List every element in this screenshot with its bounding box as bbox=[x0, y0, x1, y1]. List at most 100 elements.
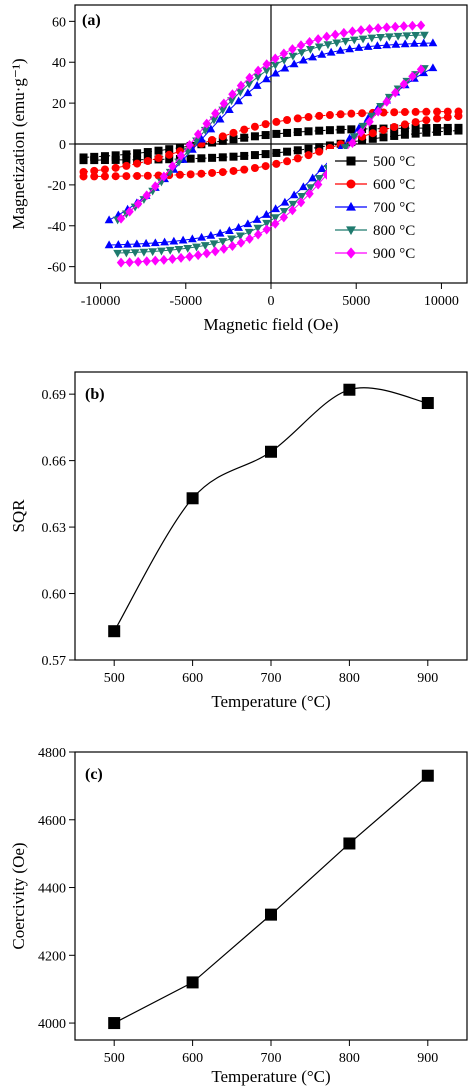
data-point-marker bbox=[113, 249, 123, 258]
data-point-marker bbox=[261, 150, 270, 159]
data-point-marker bbox=[399, 21, 409, 32]
data-point-marker bbox=[421, 769, 434, 782]
data-point-marker bbox=[400, 130, 409, 139]
data-point-marker bbox=[236, 80, 246, 91]
data-point-marker bbox=[229, 135, 238, 144]
data-point-marker bbox=[235, 88, 245, 97]
data-point-marker bbox=[104, 215, 114, 224]
data-point-marker bbox=[133, 171, 142, 180]
data-point-marker bbox=[343, 383, 356, 396]
data-point-marker bbox=[186, 492, 199, 505]
data-point-marker bbox=[111, 155, 120, 164]
y-tick-label: 0.66 bbox=[42, 455, 67, 470]
data-point-marker bbox=[305, 188, 314, 199]
y-tick-label: -40 bbox=[47, 220, 66, 235]
data-point-marker bbox=[411, 32, 421, 40]
data-point-marker bbox=[143, 148, 152, 157]
data-point-marker bbox=[315, 143, 324, 152]
data-point-marker bbox=[379, 125, 388, 134]
data-point-marker bbox=[113, 240, 123, 248]
data-point-marker bbox=[142, 190, 151, 201]
data-point-marker bbox=[229, 128, 238, 137]
data-point-marker bbox=[160, 237, 169, 246]
data-point-marker bbox=[90, 166, 99, 175]
data-point-marker bbox=[376, 33, 385, 42]
data-point-marker bbox=[165, 155, 174, 164]
data-point-marker bbox=[391, 87, 400, 98]
data-point-marker bbox=[139, 248, 149, 257]
data-point-marker bbox=[411, 118, 420, 127]
data-point-marker bbox=[150, 238, 160, 247]
data-point-marker bbox=[185, 140, 194, 151]
data-point-marker bbox=[339, 27, 349, 38]
data-point-marker bbox=[443, 107, 452, 116]
data-point-marker bbox=[197, 154, 206, 163]
data-point-marker bbox=[224, 226, 234, 234]
data-point-marker bbox=[335, 45, 345, 54]
data-point-marker bbox=[250, 132, 259, 141]
data-point-marker bbox=[270, 214, 280, 223]
y-tick-label: 0 bbox=[59, 138, 66, 153]
data-point-marker bbox=[272, 117, 281, 126]
data-point-marker bbox=[197, 134, 207, 143]
data-point-marker bbox=[100, 172, 109, 181]
panel-c-x-axis-title: Temperature (°C) bbox=[211, 1067, 330, 1086]
data-point-marker bbox=[367, 34, 377, 43]
data-point-marker bbox=[157, 247, 166, 256]
legend-marker-sample bbox=[346, 201, 356, 211]
data-point-marker bbox=[243, 88, 253, 97]
data-point-marker bbox=[240, 125, 249, 134]
data-point-marker bbox=[314, 174, 324, 183]
data-point-marker bbox=[270, 61, 280, 70]
data-point-marker bbox=[408, 71, 417, 82]
data-point-marker bbox=[400, 39, 410, 48]
data-point-marker bbox=[422, 124, 431, 133]
panel-b-x-ticks: 500 600 700 800 900 bbox=[104, 660, 438, 686]
data-point-marker bbox=[347, 109, 356, 118]
data-point-marker bbox=[253, 229, 263, 240]
legend-entry-label: 500 °C bbox=[373, 154, 415, 170]
data-point-marker bbox=[261, 210, 271, 218]
data-point-marker bbox=[433, 107, 442, 116]
data-point-marker bbox=[315, 111, 324, 120]
data-point-marker bbox=[382, 22, 391, 33]
data-point-marker bbox=[125, 257, 134, 268]
data-point-marker bbox=[365, 24, 374, 35]
data-point-marker bbox=[317, 49, 327, 58]
data-point-marker bbox=[317, 164, 327, 172]
x-tick-label: 500 bbox=[104, 1051, 125, 1066]
data-point-marker bbox=[332, 39, 342, 48]
data-point-marker bbox=[272, 159, 281, 168]
data-point-marker bbox=[178, 235, 188, 244]
panel-a-x-ticks: -10000 -5000 0 5000 10000 bbox=[81, 283, 459, 309]
data-point-marker bbox=[227, 97, 236, 106]
y-tick-label: 20 bbox=[52, 97, 66, 112]
data-point-marker bbox=[411, 107, 420, 116]
data-point-marker bbox=[279, 207, 289, 216]
data-point-marker bbox=[443, 113, 452, 122]
panel-a-y-ticks: -60 -40 -20 0 20 40 60 bbox=[47, 15, 75, 276]
data-point-marker bbox=[218, 106, 228, 115]
data-point-marker bbox=[283, 115, 292, 124]
data-point-marker bbox=[219, 98, 229, 109]
panel-c-coercivity-chart: 500 600 700 800 900 4000 4200 4400 4600 4800 (c)… bbox=[9, 746, 468, 1086]
data-point-marker bbox=[169, 236, 179, 245]
data-point-marker bbox=[165, 246, 175, 255]
data-point-marker bbox=[218, 132, 227, 141]
data-point-marker bbox=[336, 125, 345, 134]
data-point-marker bbox=[379, 133, 388, 142]
panel-b-plot-content bbox=[108, 383, 434, 638]
data-point-marker bbox=[122, 155, 131, 164]
data-point-marker bbox=[272, 129, 281, 138]
data-point-marker bbox=[422, 116, 431, 125]
data-point-marker bbox=[133, 256, 143, 267]
data-point-marker bbox=[250, 164, 259, 173]
data-point-marker bbox=[393, 32, 403, 41]
data-point-marker bbox=[265, 908, 277, 921]
data-point-marker bbox=[215, 114, 225, 123]
y-tick-label: 0.57 bbox=[42, 654, 67, 669]
data-point-marker bbox=[253, 65, 263, 76]
data-point-marker bbox=[400, 108, 409, 117]
legend-entry-label: 700 °C bbox=[373, 200, 415, 216]
data-point-marker bbox=[218, 153, 227, 162]
